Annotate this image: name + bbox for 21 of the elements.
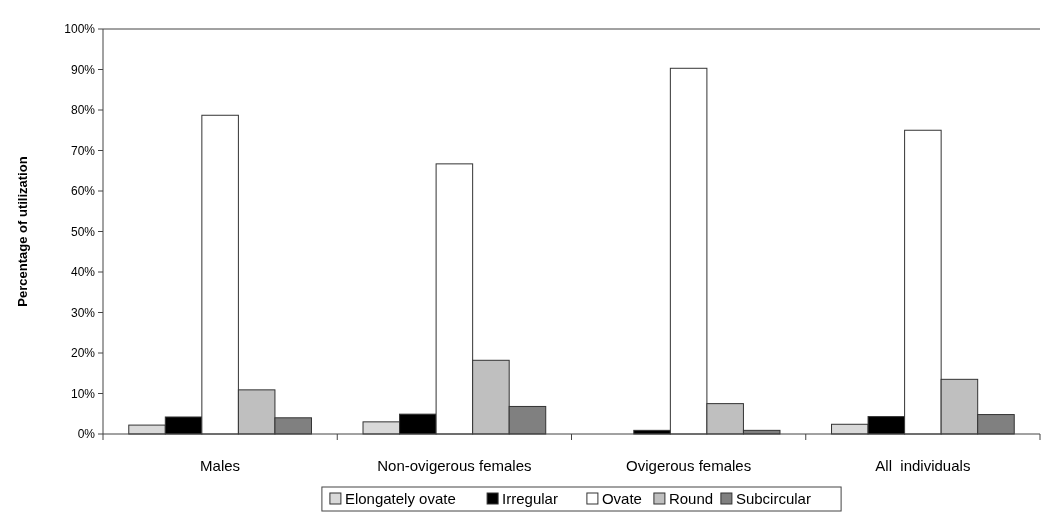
x-tick-label: Non-ovigerous females — [377, 457, 532, 474]
y-tick-label: 70% — [70, 143, 96, 158]
x-tick-label: Ovigerous females — [626, 457, 752, 474]
y-tick-label: 100% — [64, 22, 96, 37]
x-tick-label: All individuals — [875, 457, 971, 474]
legend-label: Ovate — [601, 490, 642, 508]
y-tick-label: 60% — [70, 184, 96, 199]
y-axis-title: Percentage of utilization — [15, 156, 30, 307]
y-tick-label: 20% — [70, 346, 96, 361]
legend-label: Elongately ovate — [344, 490, 456, 508]
y-tick-label: 30% — [70, 305, 96, 320]
x-tick-label: Males — [200, 457, 241, 474]
y-tick-label: 40% — [70, 265, 96, 280]
y-tick-label: 80% — [70, 103, 96, 118]
y-tick-label: 90% — [70, 62, 96, 77]
y-tick-label: 50% — [70, 224, 96, 239]
y-tick-label: 0% — [77, 427, 96, 442]
legend-label: Irregular — [502, 490, 558, 508]
y-tick-label: 10% — [70, 386, 96, 401]
legend-label: Subcircular — [735, 490, 811, 508]
legend-label: Round — [668, 490, 714, 508]
